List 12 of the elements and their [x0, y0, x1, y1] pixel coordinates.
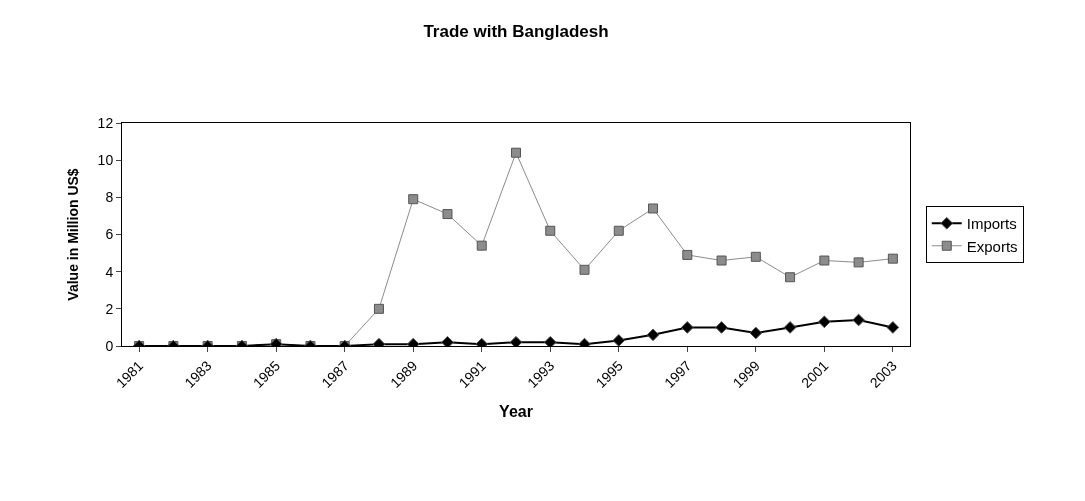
legend-label: Exports	[966, 237, 1018, 255]
y-tick-label: 4	[105, 263, 114, 280]
y-tick-label: 8	[105, 189, 114, 206]
y-tick-label: 10	[97, 152, 114, 169]
y-axis-title: Value in Million US$	[65, 168, 82, 301]
y-tick-label: 6	[105, 226, 114, 243]
x-axis-title: Year	[499, 402, 533, 420]
y-tick-label: 2	[105, 300, 114, 317]
y-tick-label: 0	[105, 337, 114, 354]
chart-title: Trade with Bangladesh	[423, 21, 609, 41]
legend-label: Imports	[966, 215, 1017, 233]
y-tick-label: 12	[97, 114, 114, 131]
